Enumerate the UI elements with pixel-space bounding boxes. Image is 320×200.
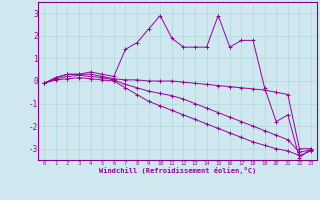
X-axis label: Windchill (Refroidissement éolien,°C): Windchill (Refroidissement éolien,°C): [99, 167, 256, 174]
